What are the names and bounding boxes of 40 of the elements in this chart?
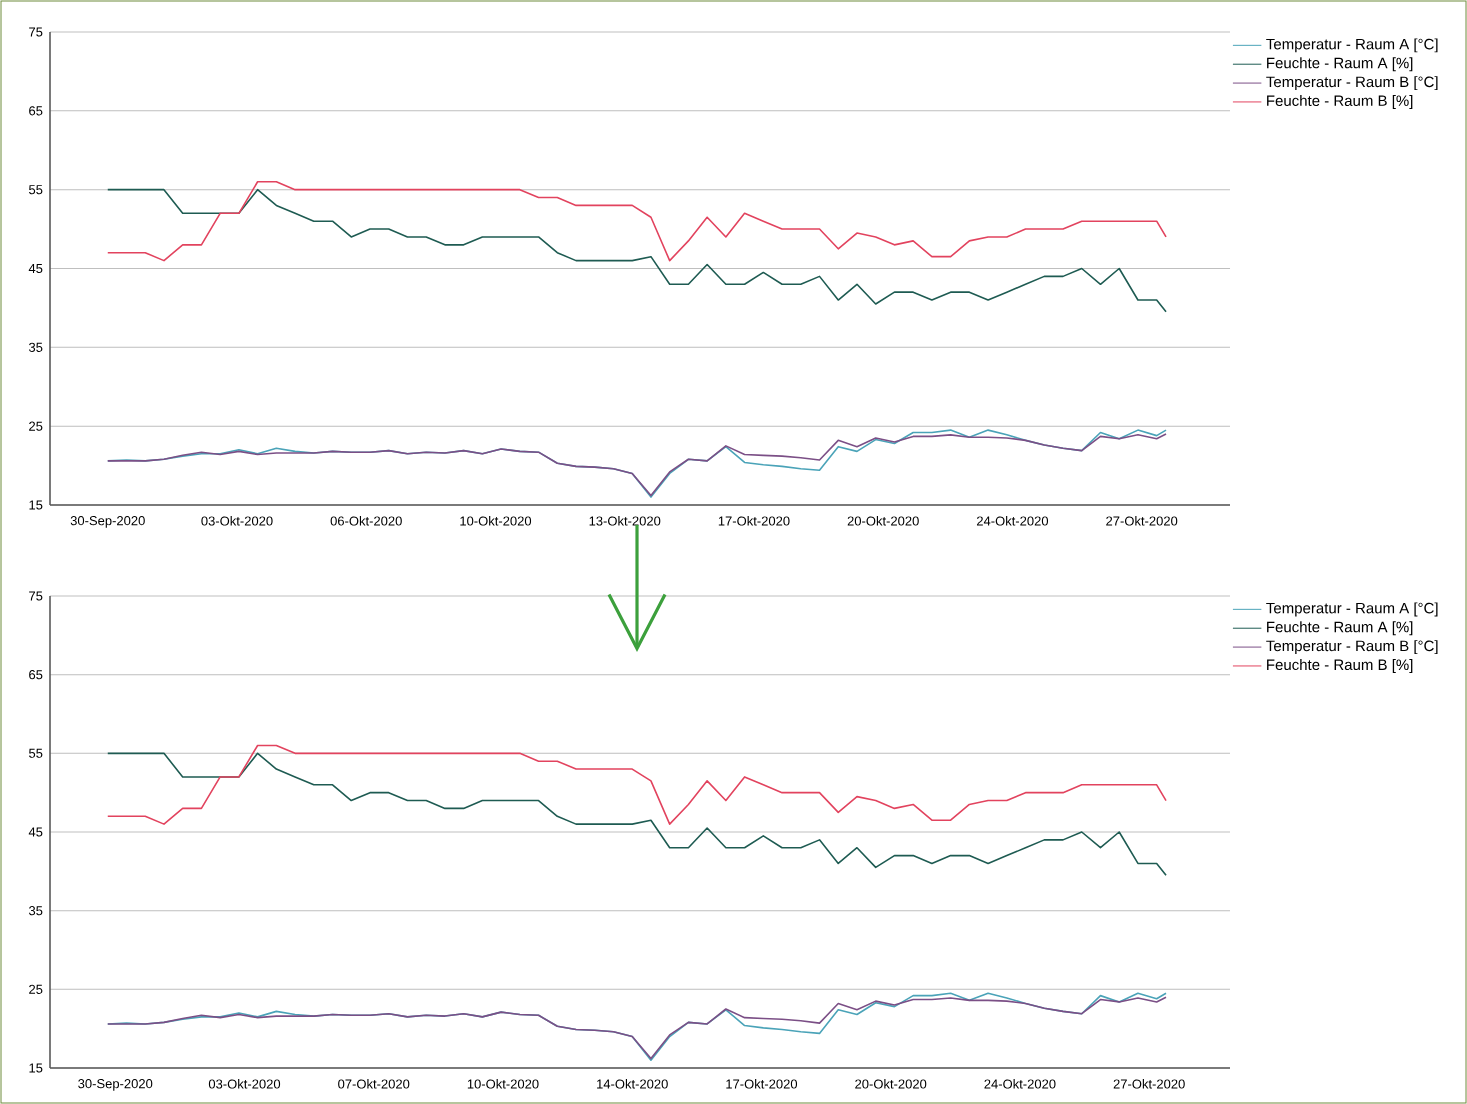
legend-label: Temperatur - Raum A [°C] <box>1266 38 1438 53</box>
x-tick-label: 24-Okt-2020 <box>976 516 1049 526</box>
x-tick-label: 06-Okt-2020 <box>330 516 402 526</box>
y-tick-label: 15 <box>29 1063 43 1073</box>
x-tick-label: 30-Sep-2020 <box>78 1079 153 1091</box>
legend-label: Feuchte - Raum A [%] <box>1267 57 1413 72</box>
x-tick-label: 10-Okt-2020 <box>467 1079 539 1089</box>
y-tick-label: 65 <box>29 670 43 680</box>
y-tick-label: 45 <box>28 263 43 274</box>
x-tick-label: 27-Okt-2020 <box>1113 1079 1185 1089</box>
y-tick-label: 75 <box>29 591 43 601</box>
legend-label: Temperatur - Raum B [°C] <box>1266 640 1438 655</box>
x-tick-label: 17-Okt-2020 <box>726 1079 798 1089</box>
x-tick-label: 13-Okt-2020 <box>589 516 661 526</box>
y-tick-label: 55 <box>29 748 43 758</box>
x-tick-label: 14-Okt-2020 <box>597 1079 668 1089</box>
x-tick-label: 03-Okt-2020 <box>208 1079 281 1089</box>
legend-label: Feuchte - Raum B [%] <box>1267 659 1413 673</box>
x-tick-label: 30-Sep-2020 <box>70 516 145 528</box>
legend-label: Temperatur - Raum A [°C] <box>1266 602 1438 617</box>
x-tick-label: 20-Okt-2020 <box>855 1079 927 1089</box>
x-tick-label: 17-Okt-2020 <box>718 516 790 526</box>
legend-label: Feuchte - Raum B [%] <box>1267 95 1413 109</box>
y-tick-label: 65 <box>29 106 43 116</box>
y-tick-label: 25 <box>29 421 43 431</box>
y-tick-label: 15 <box>29 500 43 510</box>
y-tick-label: 75 <box>29 27 43 37</box>
x-tick-label: 03-Okt-2020 <box>201 516 273 526</box>
legend-label: Feuchte - Raum A [%] <box>1267 621 1413 636</box>
x-tick-label: 24-Okt-2020 <box>984 1079 1056 1089</box>
y-tick-label: 35 <box>28 342 43 352</box>
y-tick-label: 55 <box>29 185 43 195</box>
x-tick-label: 20-Okt-2020 <box>847 516 919 526</box>
legend-label: Temperatur - Raum B [°C] <box>1266 76 1438 91</box>
y-tick-label: 35 <box>28 906 43 916</box>
y-tick-label: 25 <box>29 984 43 994</box>
x-tick-label: 27-Okt-2020 <box>1106 516 1178 526</box>
y-tick-label: 45 <box>28 827 43 837</box>
x-tick-label: 07-Okt-2020 <box>338 1079 410 1089</box>
x-tick-label: 10-Okt-2020 <box>460 516 532 526</box>
